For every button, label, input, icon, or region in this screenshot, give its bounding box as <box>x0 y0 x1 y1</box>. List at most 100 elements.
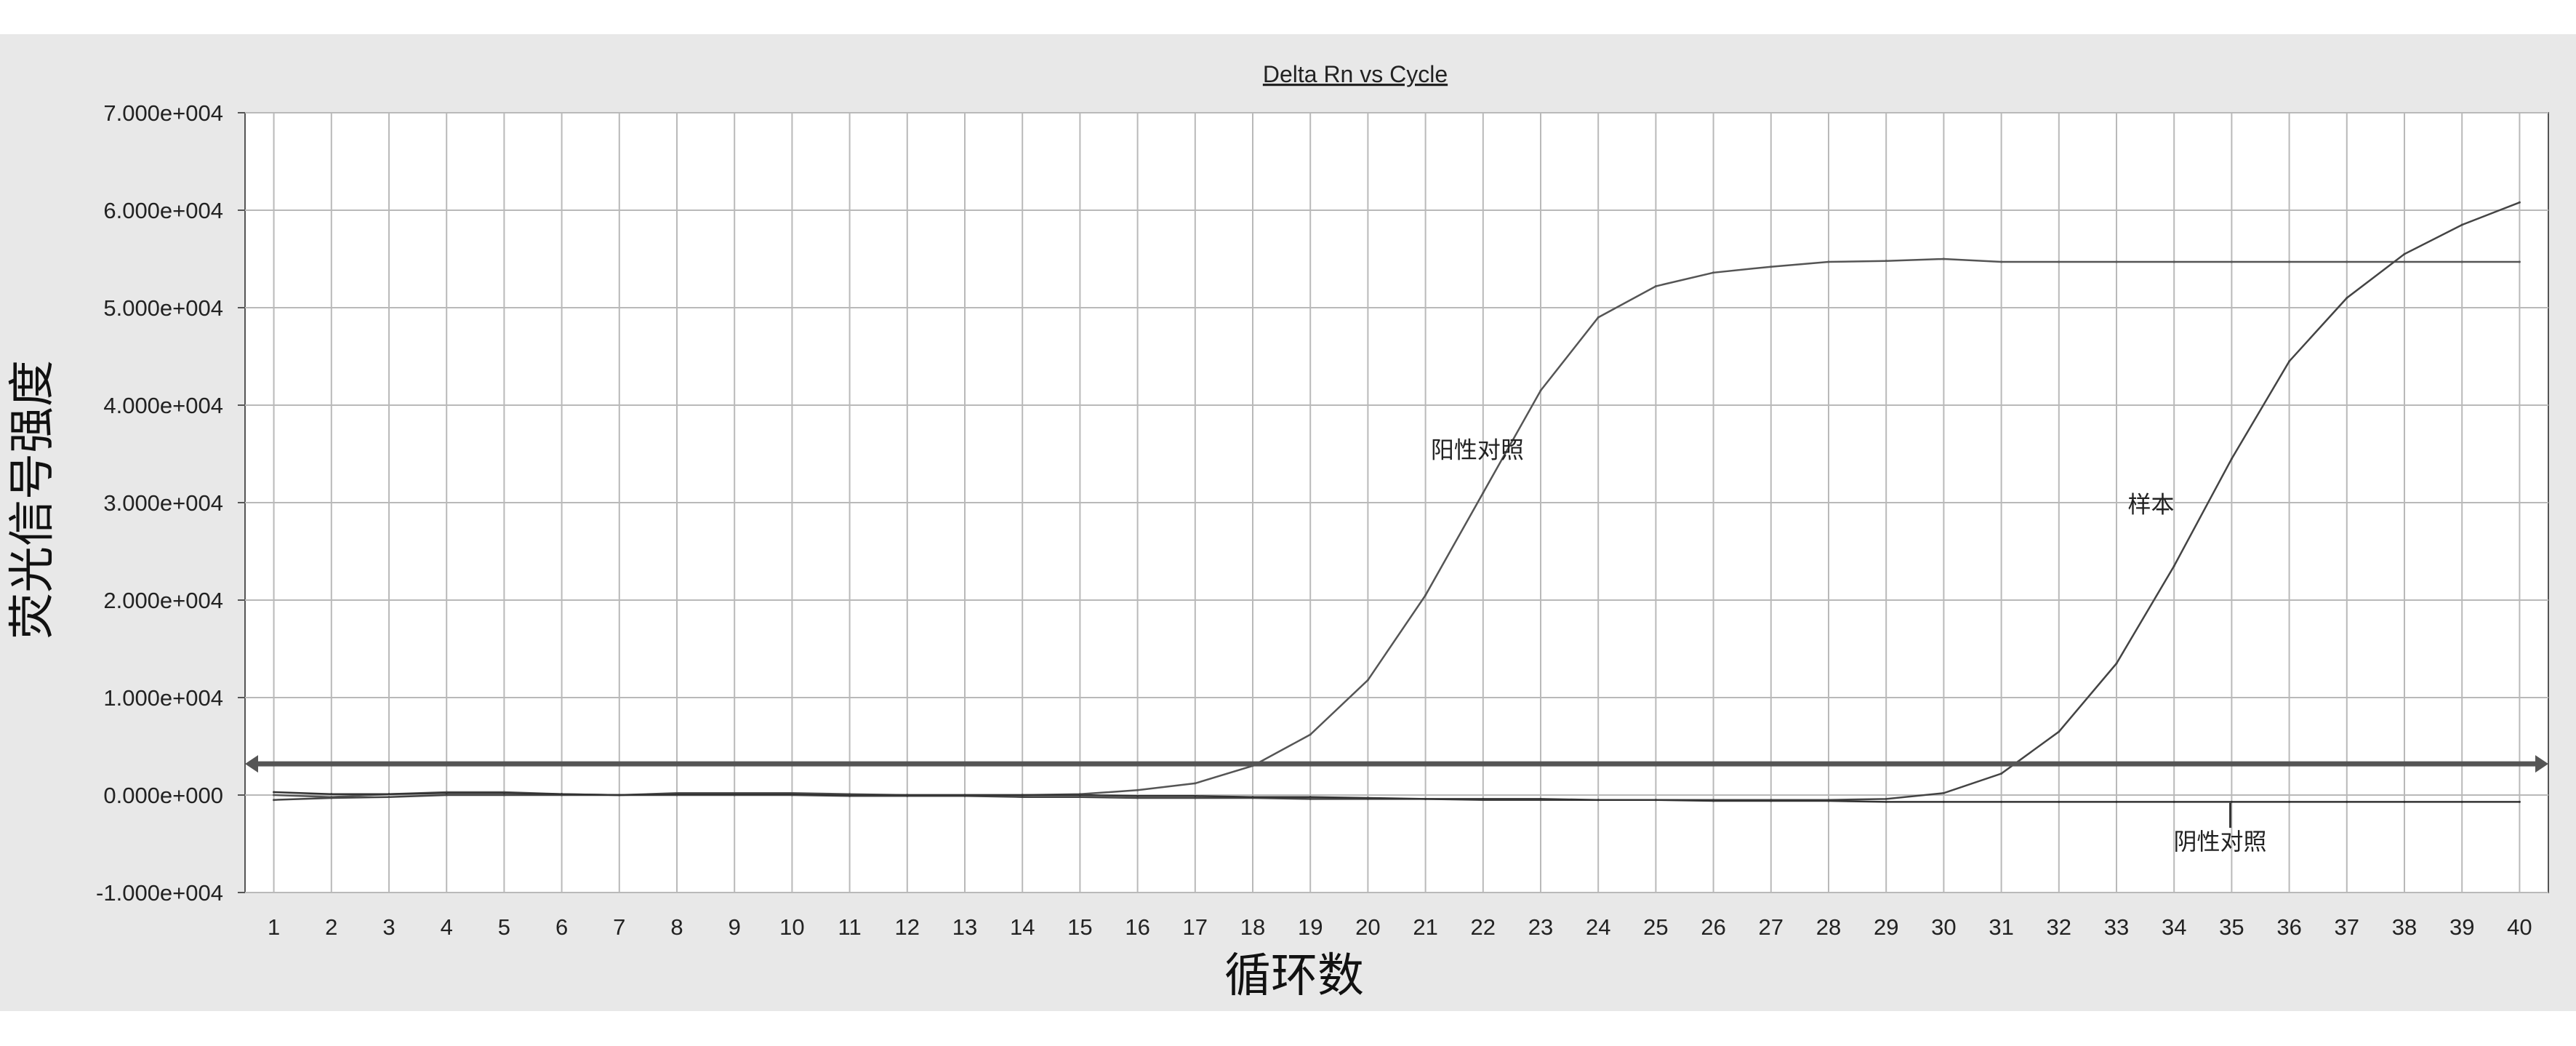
x-tick-label: 33 <box>2104 914 2129 940</box>
x-tick-label: 38 <box>2392 914 2417 940</box>
series-3-point <box>388 793 390 796</box>
x-tick-label: 13 <box>952 914 977 940</box>
x-tick-label: 1 <box>268 914 280 940</box>
x-tick-label: 30 <box>1931 914 1956 940</box>
x-tick-label: 14 <box>1010 914 1035 940</box>
series-2-point <box>273 799 276 802</box>
series-3-point <box>1136 794 1139 797</box>
y-axis-label: 荧光信号强度 <box>6 360 60 639</box>
series-3-point <box>1194 794 1197 797</box>
series-3-point <box>1366 797 1369 799</box>
series-3-point <box>2403 800 2406 803</box>
x-tick-label: 21 <box>1413 914 1437 940</box>
series-3-point <box>963 794 966 797</box>
y-tick-label: 2.000e+004 <box>103 588 223 613</box>
series-3-point <box>1770 799 1773 802</box>
x-tick-label: 6 <box>555 914 568 940</box>
series-3-point <box>675 793 678 796</box>
y-tick-label: 4.000e+004 <box>103 393 223 418</box>
series-3-point <box>1424 797 1427 800</box>
series-3-point <box>2115 800 2118 803</box>
series-1-point <box>2288 260 2291 263</box>
x-tick-label: 19 <box>1298 914 1323 940</box>
series-1-point <box>1942 257 1945 260</box>
x-tick-label: 9 <box>729 914 741 940</box>
series-3-point <box>618 794 621 797</box>
y-tick-label: 1.000e+004 <box>103 685 223 711</box>
y-tick-label: 0.000e+000 <box>103 783 223 808</box>
chart-panel: 1 2 3 4 5 6 7 8 9 10 11 12 13 14 15 16 17 18 19 20 21 22 23 24 2… <box>0 34 2576 1011</box>
x-tick-label: 3 <box>382 914 395 940</box>
series-3-point <box>330 793 333 796</box>
series-1-point <box>2172 260 2175 263</box>
series-1-point <box>1770 266 1773 268</box>
x-tick-label: 35 <box>2219 914 2244 940</box>
x-tick-label: 40 <box>2507 914 2532 940</box>
series-1-point <box>2403 260 2406 263</box>
series-1-point <box>2346 260 2348 263</box>
series-2-point <box>2230 458 2233 460</box>
y-tick-label: 3.000e+004 <box>103 490 223 516</box>
series-1-point <box>2518 260 2521 263</box>
series-1-point <box>273 794 276 797</box>
x-tick-label: 28 <box>1816 914 1841 940</box>
series-3-point <box>445 791 448 794</box>
x-tick-label: 8 <box>670 914 683 940</box>
series-annotation-label: 阴性对照 <box>2174 828 2267 855</box>
x-tick-label: 11 <box>838 914 862 940</box>
series-2-point <box>2403 252 2406 255</box>
series-1-point <box>1885 260 1887 263</box>
series-1-point <box>1539 389 1542 392</box>
series-3-point <box>1539 797 1542 800</box>
y-tick-label: -1.000e+004 <box>96 880 223 906</box>
x-tick-label: 10 <box>779 914 804 940</box>
x-tick-label: 20 <box>1355 914 1380 940</box>
series-2-point <box>2518 201 2521 204</box>
x-tick-label: 36 <box>2276 914 2301 940</box>
x-tick-label: 2 <box>325 914 337 940</box>
series-3-point <box>906 794 909 797</box>
series-2-point <box>2115 662 2118 665</box>
series-1-point <box>2000 260 2003 263</box>
series-1-point <box>1136 789 1139 791</box>
series-1-point <box>2058 260 2061 263</box>
series-2-point <box>1194 797 1197 799</box>
series-3-point <box>1309 796 1312 799</box>
series-3-point <box>1654 799 1657 802</box>
series-1-point <box>1654 285 1657 288</box>
threshold-arrow-left <box>245 755 258 773</box>
series-2-point <box>1021 796 1024 799</box>
series-1-point <box>1366 679 1369 682</box>
series-1-point <box>1827 260 1830 263</box>
series-line-3 <box>273 791 2520 803</box>
series-2-point <box>2460 223 2463 226</box>
series-1-point <box>1482 492 1485 495</box>
x-tick-label: 25 <box>1643 914 1668 940</box>
series-3-point <box>561 793 563 796</box>
series-3-point <box>1482 797 1485 800</box>
series-3-point <box>2518 800 2521 803</box>
series-1-point <box>2230 260 2233 263</box>
series-2-point <box>2172 564 2175 567</box>
x-tick-label: 34 <box>2162 914 2186 940</box>
series-2-point <box>2000 772 2003 775</box>
x-tick-label: 39 <box>2449 914 2474 940</box>
series-2-point <box>502 794 505 797</box>
x-tick-label: 26 <box>1701 914 1725 940</box>
series-3-point <box>273 791 276 794</box>
series-3-point <box>1597 799 1600 802</box>
series-1-point <box>1424 594 1427 596</box>
series-3-point <box>1827 799 1830 802</box>
x-tick-label: 37 <box>2335 914 2359 940</box>
series-2-point <box>1136 797 1139 799</box>
series-2-point <box>2058 730 2061 733</box>
series-3-point <box>1078 794 1081 797</box>
series-2-point <box>388 796 390 799</box>
series-3-point <box>1251 796 1254 799</box>
series-3-point <box>2172 800 2175 803</box>
series-2-point <box>1885 797 1887 800</box>
delta-rn-chart: 1 2 3 4 5 6 7 8 9 10 11 12 13 14 15 16 17 18 19 20 21 22 23 24 2… <box>6 61 2549 1003</box>
x-tick-label: 24 <box>1586 914 1610 940</box>
series-3-point <box>1942 800 1945 803</box>
y-tick-label: 7.000e+004 <box>103 100 223 126</box>
